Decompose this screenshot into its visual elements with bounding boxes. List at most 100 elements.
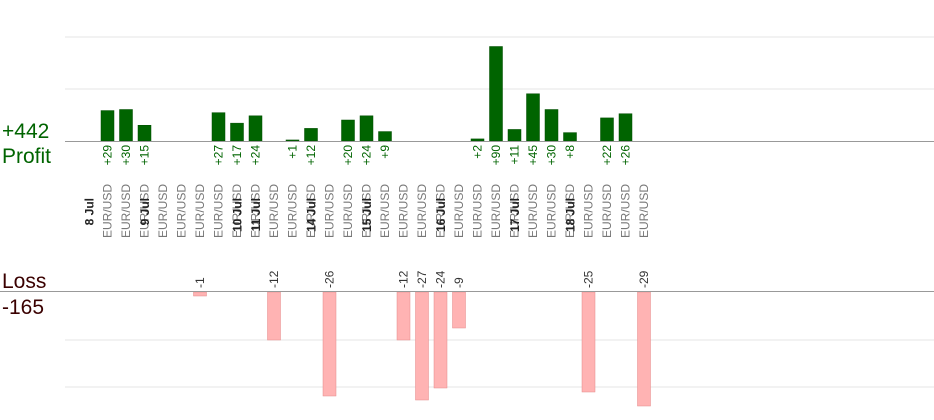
profit-bar (489, 46, 503, 142)
loss-bar (452, 291, 466, 329)
profit-bar (248, 115, 263, 142)
pair-label: EUR/USD (249, 184, 263, 238)
profit-bar (618, 113, 633, 142)
pair-label: EUR/USD (582, 184, 596, 238)
date-label: 14 Jul (305, 198, 319, 232)
pair-label: EUR/USD (526, 184, 540, 238)
profit-value-label: +24 (249, 145, 263, 166)
profit-value-label: +30 (119, 145, 133, 166)
date-label: 16 Jul (434, 198, 448, 232)
loss-value-label: -27 (415, 270, 429, 288)
profit-total: +442 (2, 120, 50, 143)
pair-label: EUR/USD (230, 184, 244, 238)
pair-label: EUR/USD (156, 184, 170, 238)
profit-bar (341, 119, 355, 142)
date-label: 17 Jul (508, 198, 522, 232)
date-label: 11 Jul (249, 198, 263, 231)
profit-value-label: +30 (545, 145, 559, 166)
pair-label: EUR/USD (119, 184, 133, 238)
profit-bar (304, 128, 318, 142)
profit-value-label: +90 (489, 145, 503, 166)
pair-label: EUR/USD (360, 184, 374, 238)
loss-value-label: -12 (397, 270, 411, 288)
profit-value-label: +8 (563, 145, 577, 159)
loss-bar (415, 291, 429, 401)
pair-label: EUR/USD (304, 184, 318, 238)
profit-bar (544, 109, 559, 142)
profit-value-label: +29 (101, 145, 115, 166)
pair-label: EUR/USD (619, 184, 633, 238)
pair-label: EUR/USD (378, 184, 392, 238)
profit-bar (100, 110, 115, 142)
profit-bar (470, 138, 485, 142)
pair-label: EUR/USD (600, 184, 614, 238)
pair-label: EUR/USD (138, 184, 152, 238)
profit-bar (600, 117, 614, 142)
pair-label: EUR/USD (101, 184, 115, 238)
loss-total: -165 (2, 296, 45, 319)
profit-label: Profit (2, 145, 52, 168)
profit-value-label: +26 (619, 145, 633, 166)
profit-bar (137, 125, 152, 142)
profit-value-label: +15 (138, 145, 152, 166)
profit-bar (378, 131, 392, 142)
profit-bar (507, 129, 522, 142)
loss-bar (322, 291, 337, 397)
pair-label: EUR/USD (341, 184, 355, 238)
loss-value-label: -9 (452, 277, 466, 288)
profit-bar (211, 112, 226, 142)
loss-value-label: -12 (267, 270, 281, 288)
loss-value-label: -29 (637, 270, 651, 288)
pair-label: EUR/USD (452, 184, 466, 238)
pair-label: EUR/USD (286, 184, 300, 238)
profit-value-label: +45 (526, 145, 540, 166)
date-label: 8 Jul (83, 198, 97, 225)
pair-label: EUR/USD (434, 184, 448, 238)
pair-label: EUR/USD (471, 184, 485, 238)
date-label: 18 Jul (564, 198, 578, 232)
profit-value-label: +12 (304, 145, 318, 166)
profit-value-label: +1 (286, 145, 300, 159)
date-label: 10 Jul (231, 198, 245, 232)
pair-label: EUR/USD (175, 184, 189, 238)
profit-bar (119, 109, 133, 142)
date-label: 15 Jul (360, 198, 374, 232)
pair-label: EUR/USD (415, 184, 429, 238)
loss-value-label: -1 (193, 277, 207, 288)
loss-bar (267, 291, 281, 341)
pair-label: EUR/USD (545, 184, 559, 238)
pair-label: EUR/USD (212, 184, 226, 238)
date-label: 9 Jul (138, 198, 152, 225)
profit-value-label: +22 (600, 145, 614, 166)
pair-label: EUR/USD (637, 184, 651, 238)
loss-label: Loss (2, 270, 47, 293)
profit-value-label: +27 (212, 145, 226, 166)
loss-value-label: -24 (434, 270, 448, 288)
profit-bar (563, 132, 577, 142)
loss-bar (637, 291, 651, 407)
profit-value-label: +17 (230, 145, 244, 166)
profit-bar (526, 93, 540, 142)
profit-bar (359, 115, 374, 142)
pair-label: EUR/USD (397, 184, 411, 238)
profit-bar (285, 139, 300, 142)
loss-bar (396, 291, 411, 341)
loss-bar (193, 291, 207, 297)
profit-bar (230, 122, 244, 142)
pair-label: EUR/USD (193, 184, 207, 238)
loss-bar (433, 291, 448, 389)
pair-label: EUR/USD (508, 184, 522, 238)
profit-value-label: +20 (341, 145, 355, 166)
profit-value-label: +9 (378, 145, 392, 159)
loss-value-label: -25 (582, 270, 596, 288)
pair-label: EUR/USD (563, 184, 577, 238)
profit-value-label: +24 (360, 145, 374, 166)
loss-value-label: -26 (323, 270, 337, 288)
pair-label: EUR/USD (323, 184, 337, 238)
pair-label: EUR/USD (267, 184, 281, 238)
profit-value-label: +11 (508, 145, 522, 165)
profit-value-label: +2 (471, 145, 485, 159)
loss-bar (581, 291, 596, 393)
pair-label: EUR/USD (489, 184, 503, 238)
